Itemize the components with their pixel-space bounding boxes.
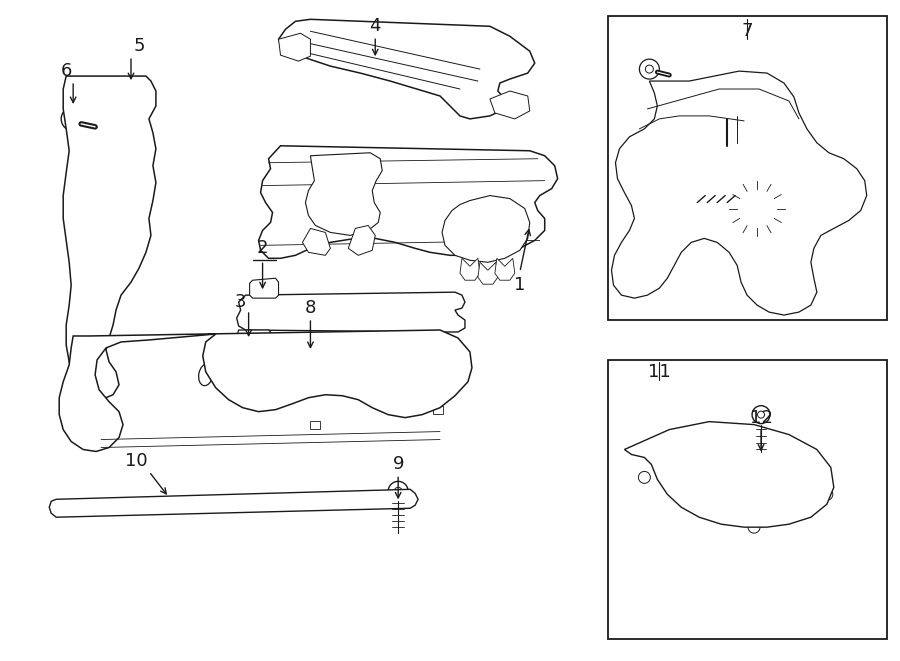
Polygon shape bbox=[230, 330, 274, 378]
Polygon shape bbox=[302, 229, 330, 255]
Bar bbox=[608, 17, 886, 320]
Text: 1: 1 bbox=[514, 276, 526, 294]
Polygon shape bbox=[237, 292, 465, 332]
Text: 10: 10 bbox=[125, 452, 148, 471]
Polygon shape bbox=[258, 146, 558, 258]
Polygon shape bbox=[59, 330, 472, 451]
Text: 11: 11 bbox=[648, 363, 670, 381]
Text: 7: 7 bbox=[742, 22, 752, 40]
Polygon shape bbox=[63, 76, 156, 400]
Polygon shape bbox=[278, 19, 535, 119]
Text: 3: 3 bbox=[235, 293, 247, 311]
Polygon shape bbox=[50, 489, 418, 517]
Text: 2: 2 bbox=[256, 239, 268, 257]
Polygon shape bbox=[625, 422, 833, 527]
Bar bbox=[608, 360, 886, 639]
Text: 6: 6 bbox=[60, 62, 72, 80]
Bar bbox=[433, 406, 443, 414]
Polygon shape bbox=[442, 196, 530, 262]
Ellipse shape bbox=[223, 369, 238, 391]
Text: 9: 9 bbox=[392, 455, 404, 473]
Ellipse shape bbox=[199, 364, 213, 385]
Polygon shape bbox=[490, 91, 530, 119]
Text: 8: 8 bbox=[305, 299, 316, 317]
Polygon shape bbox=[249, 278, 278, 298]
Text: 12: 12 bbox=[750, 408, 772, 426]
Polygon shape bbox=[611, 71, 867, 315]
Polygon shape bbox=[305, 153, 382, 235]
Polygon shape bbox=[478, 262, 498, 284]
Polygon shape bbox=[460, 258, 480, 280]
Text: 5: 5 bbox=[133, 37, 145, 56]
Polygon shape bbox=[495, 258, 515, 280]
Polygon shape bbox=[278, 33, 310, 61]
Polygon shape bbox=[348, 225, 375, 255]
Bar bbox=[310, 420, 320, 428]
Text: 4: 4 bbox=[370, 17, 381, 35]
